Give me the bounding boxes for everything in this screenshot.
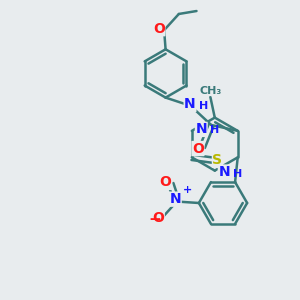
Text: +: +	[183, 185, 193, 195]
Text: H: H	[233, 169, 242, 179]
Text: N: N	[184, 98, 196, 111]
Text: H: H	[210, 125, 219, 135]
Text: −: −	[148, 212, 161, 227]
Text: O: O	[192, 142, 204, 155]
Text: S: S	[212, 153, 222, 167]
Text: N: N	[195, 122, 207, 136]
Text: O: O	[152, 211, 164, 225]
Text: O: O	[153, 22, 165, 36]
Text: O: O	[160, 176, 172, 189]
Text: N: N	[169, 192, 181, 206]
Text: N: N	[218, 165, 230, 179]
Text: H: H	[199, 101, 208, 111]
Text: CH₃: CH₃	[199, 85, 221, 95]
